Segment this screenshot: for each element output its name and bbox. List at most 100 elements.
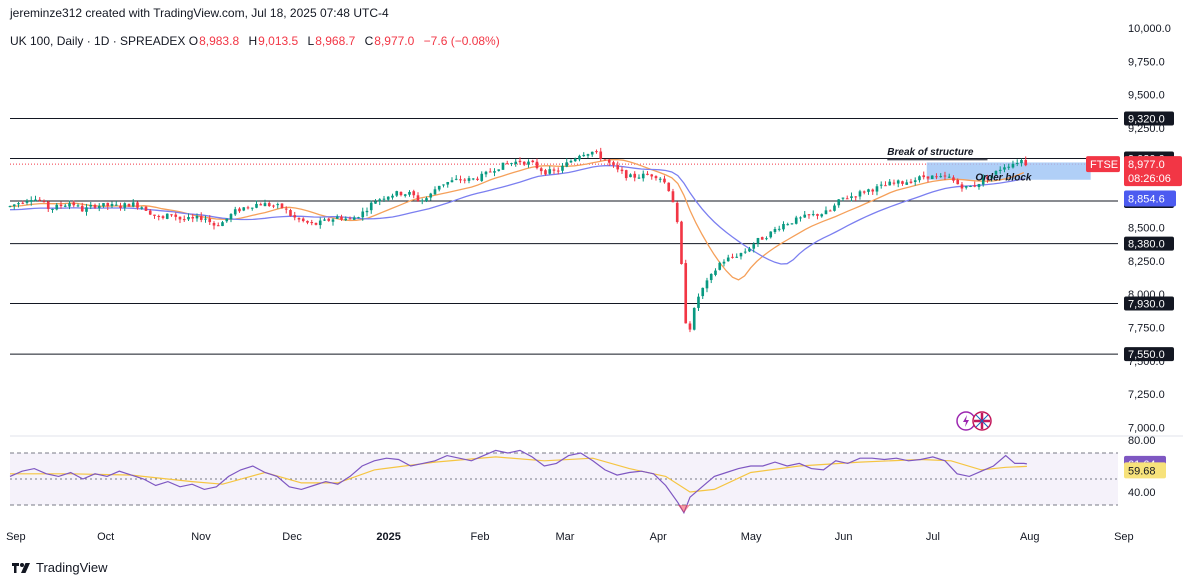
candle-body: [952, 177, 955, 181]
candle-body: [408, 191, 411, 195]
level-badge-label: 8,380.0: [1128, 239, 1165, 251]
candle-body: [943, 175, 947, 177]
rsi-oversold-fill: [677, 505, 690, 513]
candle-body: [386, 196, 390, 200]
candle-body: [514, 161, 518, 165]
candle-body: [395, 191, 399, 196]
candle-body: [12, 204, 16, 207]
time-axis-tick: Aug: [1020, 531, 1040, 543]
time-axis-tick: Sep: [1114, 531, 1134, 543]
symbol-title[interactable]: UK 100, Daily · 1D · SPREADEX: [10, 34, 186, 48]
candle-body: [344, 218, 348, 221]
candle-body: [888, 181, 892, 186]
candle-body: [930, 175, 934, 180]
candle-body: [977, 183, 981, 188]
candle-body: [837, 199, 841, 206]
candle-body: [416, 195, 420, 201]
rsi-ma-value-badge-label: 59.68: [1128, 465, 1156, 477]
candle-body: [646, 173, 649, 175]
candle-body: [484, 171, 488, 175]
candle-body: [794, 217, 798, 224]
close-value: 8,977.0: [374, 34, 415, 48]
candle-body: [229, 214, 233, 220]
candle-body: [518, 160, 522, 163]
candle-body: [1020, 160, 1023, 164]
price-axis-tick: 9,250.0: [1128, 123, 1165, 135]
time-axis-tick: 2025: [376, 531, 400, 543]
level-badge: [1124, 347, 1174, 362]
candle-body: [391, 195, 394, 198]
candle-body: [310, 222, 314, 224]
candle-body: [429, 193, 433, 198]
slow-ma-line: [9, 165, 1025, 265]
candle-body: [905, 182, 909, 185]
candle-body: [195, 216, 199, 219]
candle-body: [157, 215, 161, 217]
candle-body: [306, 220, 309, 223]
candle-body: [998, 169, 1002, 171]
candle-body: [777, 228, 781, 230]
candle-body: [620, 169, 624, 172]
candle-body: [361, 211, 365, 218]
candle-body: [433, 189, 437, 195]
candle-body: [680, 221, 683, 265]
candle-body: [1007, 166, 1011, 168]
candle-body: [939, 176, 943, 178]
break-of-structure-label: Break of structure: [887, 147, 974, 158]
candle-body: [909, 181, 913, 183]
candle-body: [25, 201, 29, 203]
candle-body: [748, 248, 751, 252]
candle-body: [790, 223, 794, 225]
candle-body: [276, 204, 280, 206]
candle-body: [760, 237, 764, 240]
candle-body: [884, 185, 887, 187]
candle-body: [833, 205, 836, 211]
tradingview-branding[interactable]: TradingView: [12, 560, 108, 575]
candle-body: [667, 182, 671, 192]
candle-body: [811, 214, 815, 216]
candle-body: [501, 162, 505, 170]
candle-body: [743, 251, 747, 253]
candle-body: [259, 204, 263, 206]
order-block-label: Order block: [975, 173, 1032, 184]
candle-body: [314, 222, 318, 225]
level-badge: [1124, 111, 1174, 126]
candle-body: [629, 174, 632, 178]
candle-body: [144, 206, 148, 211]
candle-body: [106, 202, 110, 207]
candle-body: [739, 253, 743, 257]
candle-body: [654, 176, 658, 179]
candle-body: [595, 151, 598, 153]
candle-body: [471, 178, 475, 180]
candle-body: [603, 159, 607, 161]
candle-body: [964, 186, 968, 188]
candle-body: [854, 196, 858, 198]
candle-body: [80, 205, 84, 212]
candle-body: [119, 205, 122, 208]
price-axis-tick: 7,750.0: [1128, 323, 1165, 335]
fast-ma-line: [9, 158, 1025, 281]
candle-body: [1024, 160, 1028, 166]
candle-body: [505, 163, 509, 165]
candle-body: [688, 323, 692, 330]
level-badge-label: 9,320.0: [1128, 114, 1165, 126]
current-price-label: 8,977.0: [1128, 159, 1165, 171]
candle-body: [199, 216, 203, 220]
level-badge: [1124, 236, 1174, 251]
candle-body: [21, 202, 25, 204]
ma-value-label: 8,854.6: [1128, 193, 1165, 205]
candle-body: [437, 185, 441, 190]
candle-body: [442, 184, 445, 186]
candle-body: [816, 214, 819, 216]
candle-body: [960, 184, 964, 189]
change-value: −7.6 (−0.08%): [423, 34, 500, 48]
candle-body: [973, 185, 977, 187]
candle-body: [63, 205, 67, 207]
symbol-tag-label: FTSE: [1090, 159, 1118, 171]
candle-body: [824, 210, 828, 215]
candle-body: [72, 202, 76, 206]
candle-body: [242, 207, 246, 211]
candle-body: [331, 219, 335, 222]
candle-body: [280, 203, 284, 208]
